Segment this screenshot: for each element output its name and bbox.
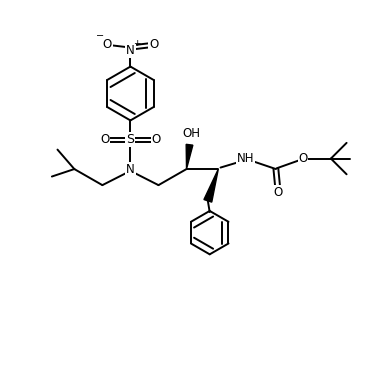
Text: O: O (273, 186, 282, 199)
Text: OH: OH (182, 127, 200, 140)
Polygon shape (204, 169, 218, 202)
Text: O: O (100, 134, 110, 146)
Text: O: O (102, 38, 112, 50)
Polygon shape (186, 144, 193, 169)
Text: N: N (126, 163, 135, 175)
Text: −: − (96, 31, 104, 41)
Text: S: S (126, 134, 134, 146)
Text: O: O (151, 134, 161, 146)
Text: O: O (149, 38, 158, 50)
Text: NH: NH (237, 152, 254, 165)
Text: N: N (126, 45, 135, 57)
Text: O: O (298, 152, 307, 165)
Text: +: + (133, 39, 141, 48)
